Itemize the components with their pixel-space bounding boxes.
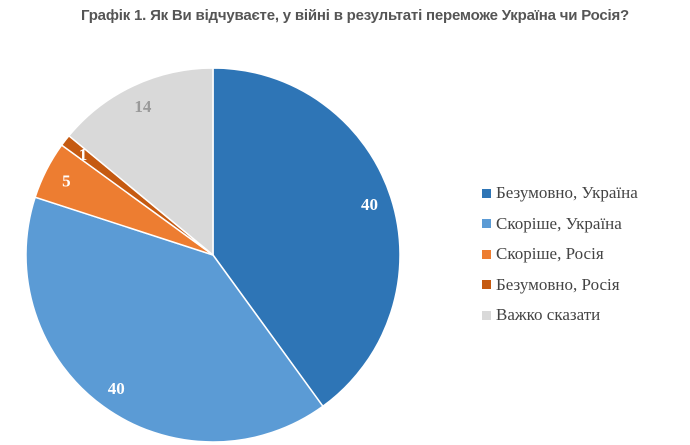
legend-swatch — [482, 280, 491, 290]
legend-swatch — [482, 310, 491, 320]
legend-label: Безумовно, Україна — [496, 183, 638, 203]
legend-label: Скоріше, Росія — [496, 244, 604, 264]
legend-swatch — [482, 249, 491, 259]
pie-slice-4 — [67, 67, 214, 257]
chart-title: Графік 1. Як Ви відчуваєте, у війні в ре… — [80, 7, 630, 24]
legend-item: Скоріше, Росія — [482, 239, 638, 270]
legend-swatch — [482, 188, 491, 198]
legend-label: Скоріше, Україна — [496, 213, 622, 233]
data-label-1: 40 — [108, 379, 125, 398]
legend-label: Важко сказати — [496, 305, 601, 325]
pie-slice-1 — [25, 196, 324, 443]
legend-item: Важко сказати — [482, 300, 638, 331]
data-label-3: 1 — [79, 145, 88, 164]
data-label-4: 14 — [134, 97, 152, 116]
legend: Безумовно, Україна Скоріше, Україна Скоріш… — [482, 178, 638, 331]
legend-swatch — [482, 219, 491, 229]
legend-label: Безумовно, Росія — [496, 274, 620, 294]
legend-item: Скоріше, Україна — [482, 209, 638, 240]
legend-item: Безумовно, Україна — [482, 178, 638, 209]
legend-item: Безумовно, Росія — [482, 270, 638, 301]
data-label-2: 5 — [62, 171, 71, 190]
pie-slice-0 — [212, 67, 401, 408]
data-label-0: 40 — [361, 195, 378, 214]
